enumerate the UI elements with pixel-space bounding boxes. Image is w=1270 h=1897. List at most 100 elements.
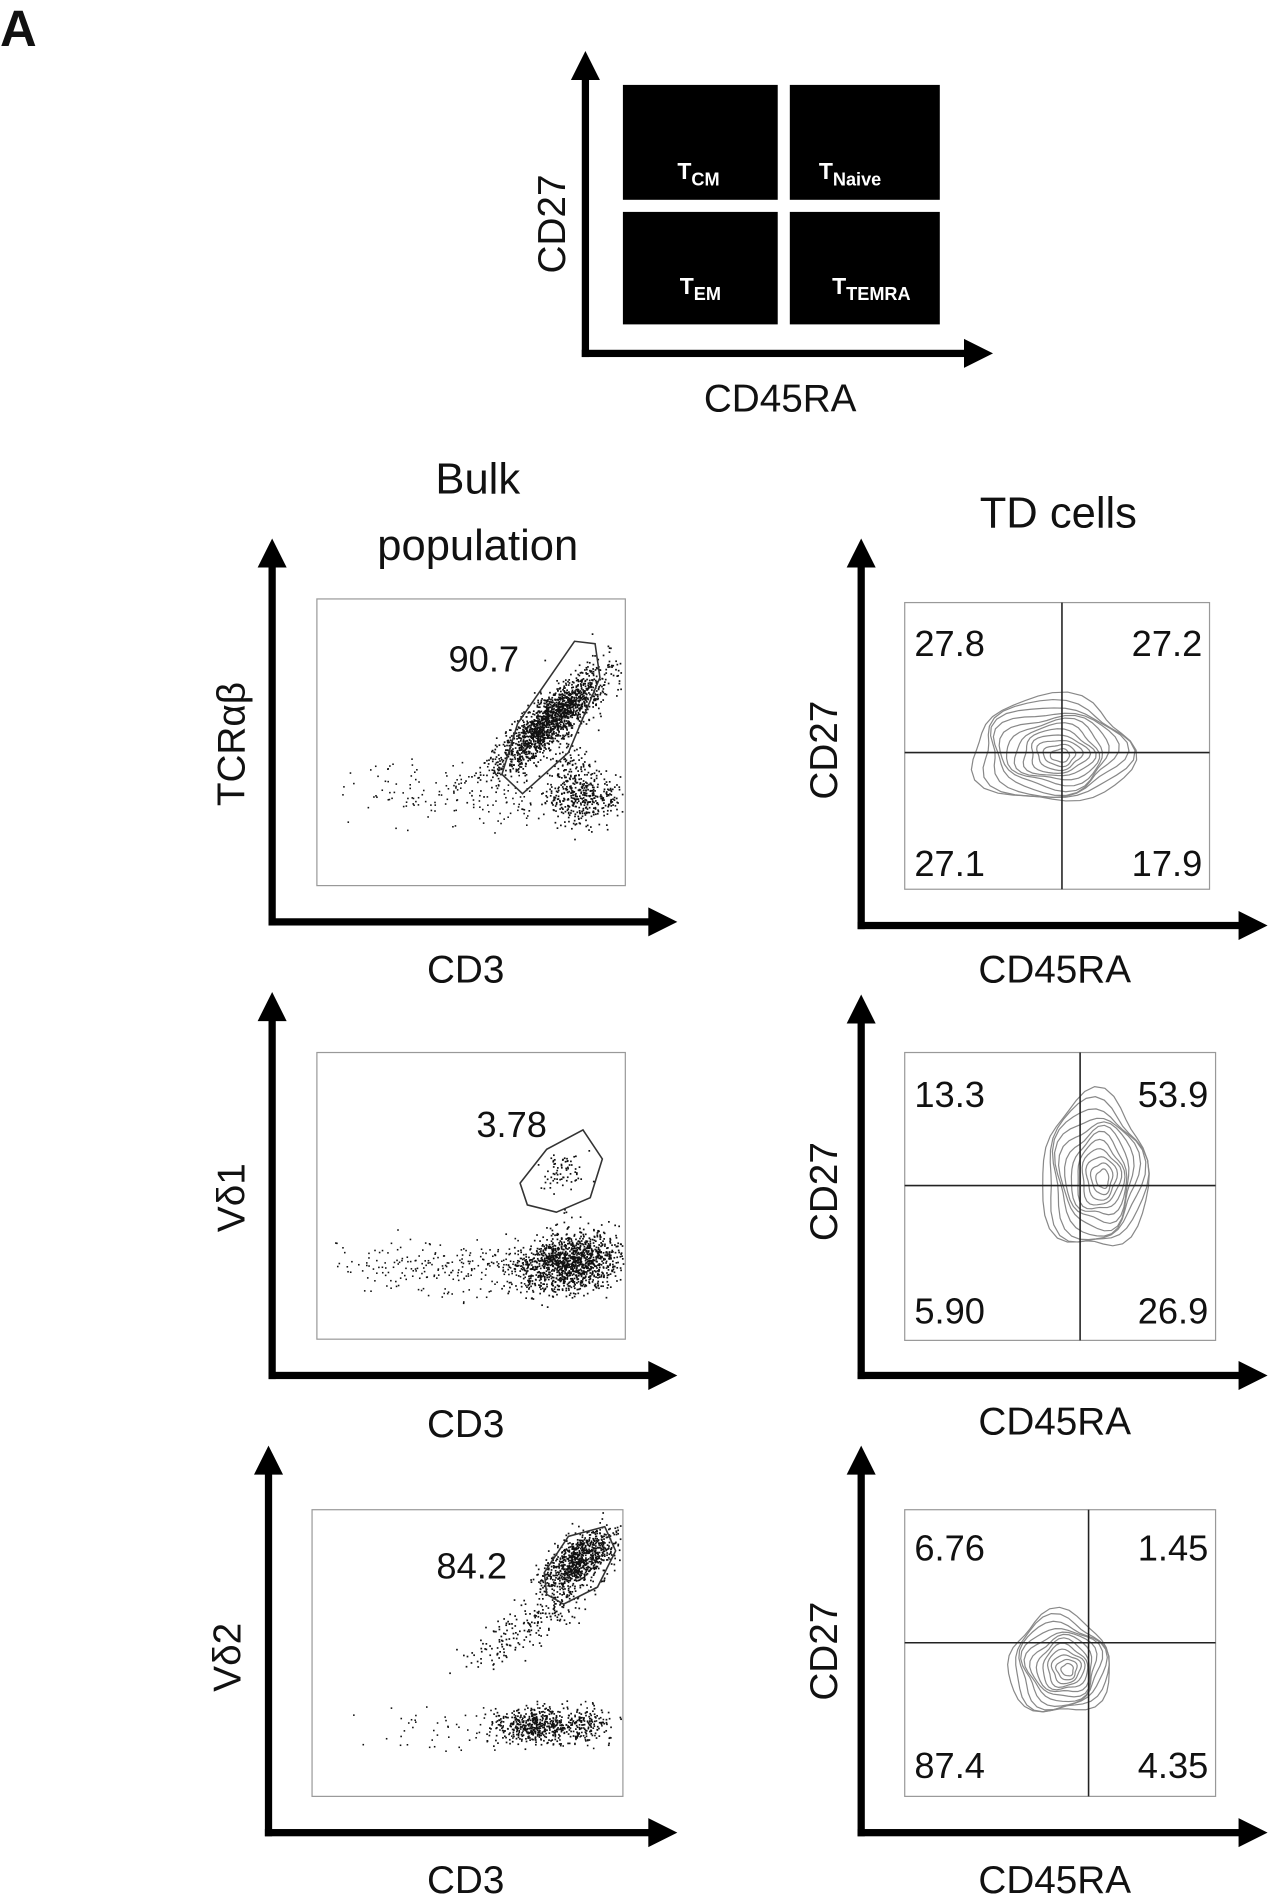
data-point <box>554 821 557 824</box>
data-point <box>518 757 521 760</box>
data-point <box>564 1271 566 1273</box>
data-point <box>587 684 590 687</box>
data-point <box>553 725 556 728</box>
data-point <box>541 1579 544 1582</box>
data-point <box>578 806 581 809</box>
data-point <box>570 1238 573 1240</box>
data-point <box>553 716 556 719</box>
data-point <box>558 1571 560 1574</box>
data-point <box>496 764 499 767</box>
data-point <box>381 789 384 792</box>
data-point <box>552 1250 555 1253</box>
data-point <box>565 1556 567 1558</box>
data-point <box>517 741 520 743</box>
data-point <box>553 1257 556 1260</box>
data-point <box>559 752 561 755</box>
data-point <box>512 767 515 770</box>
data-point <box>609 1238 612 1241</box>
data-point <box>524 732 527 735</box>
data-point <box>497 1248 500 1251</box>
data-point <box>551 1248 553 1251</box>
data-point <box>557 775 560 778</box>
data-point <box>558 1567 561 1569</box>
data-point <box>539 1274 542 1277</box>
data-point <box>580 696 583 699</box>
data-point <box>596 1540 599 1543</box>
data-point <box>543 723 546 726</box>
data-point <box>589 795 592 797</box>
data-point <box>530 728 533 730</box>
data-point <box>568 724 570 727</box>
data-point <box>557 1269 560 1272</box>
data-point <box>565 1244 568 1247</box>
data-point <box>559 735 562 737</box>
data-point <box>578 1288 580 1291</box>
data-point <box>479 771 482 774</box>
data-point <box>569 1257 572 1259</box>
data-point <box>521 1262 524 1264</box>
data-point <box>390 1287 392 1289</box>
data-point <box>591 1280 594 1283</box>
data-point <box>576 1264 579 1267</box>
data-point <box>588 1278 591 1281</box>
data-point <box>568 707 571 709</box>
data-point <box>567 812 570 815</box>
data-point <box>558 1271 560 1274</box>
data-point <box>603 1238 606 1240</box>
data-point <box>353 782 355 785</box>
data-point <box>613 1256 616 1259</box>
data-point <box>566 1549 569 1552</box>
data-point <box>600 797 602 800</box>
data-point <box>507 739 510 742</box>
data-point <box>606 1554 608 1557</box>
data-point <box>603 1533 606 1536</box>
data-point <box>561 1575 563 1578</box>
data-point <box>546 1568 549 1571</box>
data-point <box>526 1267 528 1270</box>
data-point <box>552 1566 555 1569</box>
data-point <box>575 696 578 699</box>
data-point <box>393 791 396 794</box>
data-point <box>609 1527 611 1530</box>
data-point <box>552 1262 554 1264</box>
data-point <box>605 1533 607 1536</box>
data-point <box>562 1568 565 1571</box>
data-point <box>587 1260 590 1262</box>
data-point <box>561 1252 564 1255</box>
data-point <box>591 633 594 635</box>
data-point <box>569 1256 572 1258</box>
data-point <box>550 730 552 733</box>
data-point <box>543 1251 546 1254</box>
data-point <box>617 802 619 804</box>
data-point <box>409 787 411 790</box>
data-point <box>565 787 568 790</box>
data-point <box>524 1659 527 1662</box>
data-point <box>505 1258 507 1261</box>
data-point <box>575 1259 578 1262</box>
data-point <box>553 796 556 799</box>
data-point <box>567 1589 570 1592</box>
data-point <box>570 1572 573 1574</box>
data-point <box>523 1621 526 1624</box>
data-point <box>522 1253 525 1256</box>
data-point <box>599 1528 602 1531</box>
data-point <box>557 1573 560 1576</box>
data-point <box>582 1283 585 1286</box>
data-point <box>563 791 566 794</box>
data-point <box>523 1257 525 1260</box>
data-point <box>588 1552 591 1554</box>
data-point <box>413 804 415 807</box>
data-point <box>573 1553 575 1555</box>
data-point <box>342 794 344 796</box>
data-point <box>525 747 528 750</box>
data-point <box>516 1262 519 1264</box>
data-point <box>561 1555 563 1558</box>
data-point <box>543 1289 546 1291</box>
data-point <box>534 732 536 734</box>
data-point <box>616 663 619 666</box>
data-point <box>541 1245 544 1247</box>
data-point <box>384 1262 386 1264</box>
data-point <box>376 1272 378 1274</box>
data-point <box>559 1579 561 1582</box>
